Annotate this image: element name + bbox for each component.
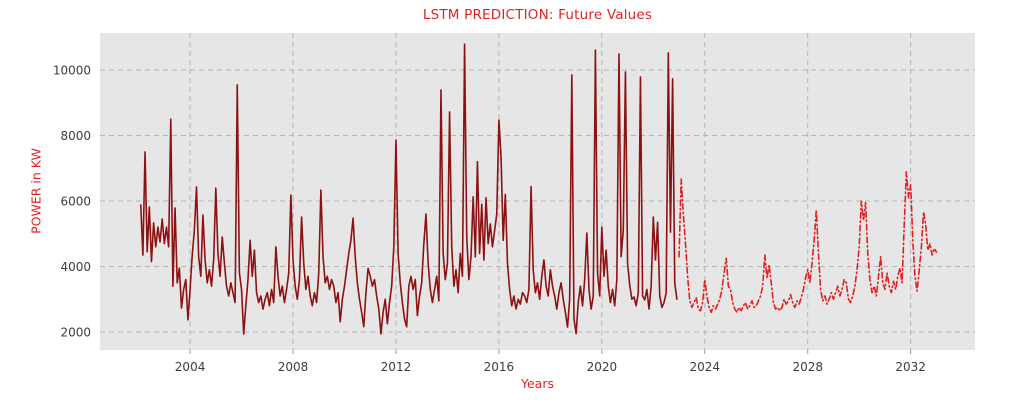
- y-tick-label: 2000: [60, 325, 91, 339]
- x-axis-label: Years: [521, 376, 554, 391]
- x-tick-label: 2032: [895, 360, 926, 374]
- historical-line: [139, 43, 678, 335]
- x-tick-label: 2020: [587, 360, 618, 374]
- y-tick-label: 8000: [60, 129, 91, 143]
- y-tick-label: 10000: [53, 64, 91, 78]
- x-tick-label: 2028: [792, 360, 823, 374]
- chart-title: LSTM PREDICTION: Future Values: [422, 7, 653, 23]
- x-tick-label: 2004: [175, 360, 206, 374]
- x-tick-label: 2024: [690, 360, 721, 374]
- x-tick-label: 2012: [381, 360, 412, 374]
- x-tick-label: 2016: [484, 360, 515, 374]
- plot-background: [100, 33, 975, 350]
- x-tick-label: 2008: [278, 360, 309, 374]
- predicted_future-line: [678, 171, 938, 314]
- y-tick-label: 4000: [60, 260, 91, 274]
- y-axis-label: POWER in KW: [28, 148, 44, 234]
- y-tick-label: 6000: [60, 194, 91, 208]
